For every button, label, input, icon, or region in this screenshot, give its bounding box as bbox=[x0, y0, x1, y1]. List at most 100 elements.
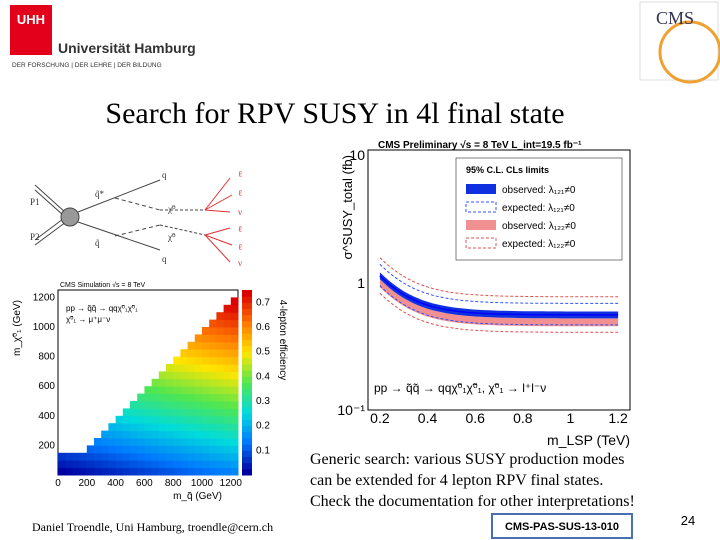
heatmap-cell bbox=[137, 430, 145, 439]
heatmap-cell bbox=[194, 460, 203, 469]
heatmap-cell bbox=[180, 423, 189, 432]
heatmap-cell bbox=[209, 408, 217, 417]
heatmap-cell bbox=[202, 445, 210, 454]
heatmap-cell bbox=[115, 445, 124, 454]
colorbar-cell bbox=[242, 401, 252, 408]
heatmap-cell bbox=[173, 452, 181, 461]
heatmap-cell bbox=[151, 438, 160, 446]
heatmap-cell bbox=[202, 364, 210, 372]
heatmap-cell bbox=[223, 334, 232, 343]
colorbar-cell bbox=[242, 394, 252, 402]
heatmap-cell bbox=[230, 349, 239, 358]
heatmap-cell bbox=[130, 401, 138, 409]
colorbar-cell bbox=[242, 444, 252, 451]
heatmap-cell bbox=[130, 438, 138, 446]
colorbar-cell bbox=[242, 314, 252, 322]
heatmap-cell bbox=[187, 408, 196, 417]
heatmap-cell bbox=[202, 423, 210, 432]
diagram-label: q bbox=[162, 170, 167, 180]
colorbar-cell bbox=[242, 339, 252, 346]
x-tick-label: 400 bbox=[107, 478, 124, 489]
heatmap-cell bbox=[173, 415, 181, 424]
heatmap-cell bbox=[230, 378, 239, 387]
heatmap-cell bbox=[216, 438, 225, 446]
heatmap-cell bbox=[202, 349, 210, 358]
heatmap-cell bbox=[194, 401, 203, 409]
y-tick-label: 1200 bbox=[33, 292, 56, 303]
heatmap-cell bbox=[209, 327, 217, 335]
heatmap-cell bbox=[187, 393, 196, 402]
heatmap-cell bbox=[180, 415, 189, 424]
heatmap-cell bbox=[230, 364, 239, 372]
heatmap-cell bbox=[209, 393, 217, 402]
heatmap-cell bbox=[122, 430, 131, 439]
heatmap-cell bbox=[223, 349, 232, 358]
heatmap-cell bbox=[158, 378, 167, 387]
heatmap-cell bbox=[223, 445, 232, 454]
heatmap-cell bbox=[180, 393, 189, 402]
x-tick-label: 600 bbox=[136, 478, 153, 489]
heatmap-cell bbox=[173, 430, 181, 439]
heatmap-cell bbox=[122, 467, 131, 476]
heatmap-cell bbox=[209, 430, 217, 439]
colorbar-cell bbox=[242, 419, 252, 427]
heatmap-cell bbox=[180, 386, 189, 395]
heatmap-cell bbox=[230, 401, 239, 409]
diagram-label: ν bbox=[238, 207, 242, 217]
heatmap-cell bbox=[158, 393, 167, 402]
heatmap-cell bbox=[158, 401, 167, 409]
colorbar-cell bbox=[242, 456, 252, 464]
heatmap-cell bbox=[166, 430, 174, 439]
heatmap-cell bbox=[115, 460, 124, 469]
legend-label: expected: λ₁₂₂≠0 bbox=[502, 239, 576, 250]
heatmap-cell bbox=[202, 371, 210, 380]
cms-ring bbox=[658, 20, 720, 84]
heatmap-cell bbox=[194, 386, 203, 395]
colorbar-cell bbox=[242, 357, 252, 365]
heatmap-cell bbox=[108, 445, 117, 454]
heatmap-cell bbox=[230, 423, 239, 432]
heatmap-cell bbox=[209, 334, 217, 343]
feynman-diagram bbox=[34, 177, 233, 263]
colorbar-tick-label: 0.2 bbox=[256, 421, 270, 432]
y-axis-label: m_χ̃⁰₁ (GeV) bbox=[12, 300, 23, 356]
heatmap-cell bbox=[194, 438, 203, 446]
diagram-label: χ̃⁰ bbox=[167, 204, 176, 214]
heatmap-cell bbox=[65, 452, 73, 461]
heatmap-cell bbox=[230, 312, 239, 321]
heatmap-cell bbox=[202, 452, 210, 461]
heatmap-cell bbox=[223, 467, 232, 476]
heatmap-cell bbox=[223, 408, 232, 417]
university: Universität Hamburg bbox=[58, 40, 196, 56]
heatmap-cell bbox=[86, 452, 95, 461]
plot-header: CMS Preliminary √s = 8 TeV L_int=19.5 fb… bbox=[378, 140, 582, 151]
y-tick-label: 200 bbox=[38, 440, 55, 451]
heatmap-cell bbox=[194, 341, 203, 350]
heatmap-cell bbox=[216, 445, 225, 454]
heatmap-cell bbox=[209, 364, 217, 372]
heatmap-cell bbox=[158, 371, 167, 380]
heatmap-cell bbox=[122, 460, 131, 469]
heatmap-cell bbox=[151, 393, 160, 402]
heatmap-cell bbox=[58, 452, 66, 461]
heatmap-cell bbox=[173, 386, 181, 395]
heatmap-cell bbox=[187, 341, 196, 350]
heatmap-cell bbox=[216, 401, 225, 409]
colorbar-cell bbox=[242, 370, 252, 377]
colorbar-cell bbox=[242, 351, 252, 359]
heatmap-cell bbox=[144, 415, 153, 424]
heatmap-cell bbox=[194, 349, 203, 358]
diagram-label: P1 bbox=[30, 197, 40, 207]
heatmap-cell bbox=[108, 430, 117, 439]
heatmap-cell bbox=[230, 467, 239, 476]
heatmap-cell bbox=[137, 467, 145, 476]
heatmap-cell bbox=[158, 452, 167, 461]
heatmap-cell bbox=[202, 460, 210, 469]
colorbar-cell bbox=[242, 462, 252, 470]
heatmap-cell bbox=[223, 341, 232, 350]
heatmap-cell bbox=[223, 438, 232, 446]
heatmap-cell bbox=[202, 438, 210, 446]
x-tick-label: 0.6 bbox=[465, 410, 485, 426]
heatmap-cell bbox=[173, 438, 181, 446]
